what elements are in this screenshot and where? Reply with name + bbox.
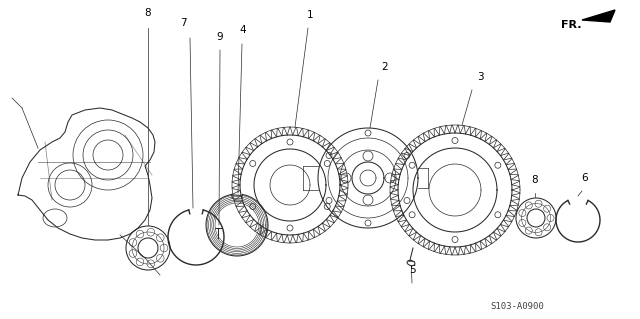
Text: 1: 1: [307, 10, 314, 20]
Text: 5: 5: [410, 265, 416, 275]
Text: 8: 8: [532, 175, 538, 185]
Text: 6: 6: [582, 173, 588, 183]
Text: 7: 7: [180, 18, 186, 28]
Text: 4: 4: [240, 25, 246, 35]
Text: S103-A0900: S103-A0900: [490, 302, 544, 311]
Text: FR.: FR.: [561, 20, 582, 30]
Text: 3: 3: [477, 72, 483, 82]
Text: 8: 8: [145, 8, 151, 18]
Polygon shape: [18, 108, 155, 240]
Polygon shape: [582, 10, 615, 22]
Ellipse shape: [407, 260, 415, 266]
Text: 9: 9: [217, 32, 223, 42]
Text: 2: 2: [381, 62, 388, 72]
